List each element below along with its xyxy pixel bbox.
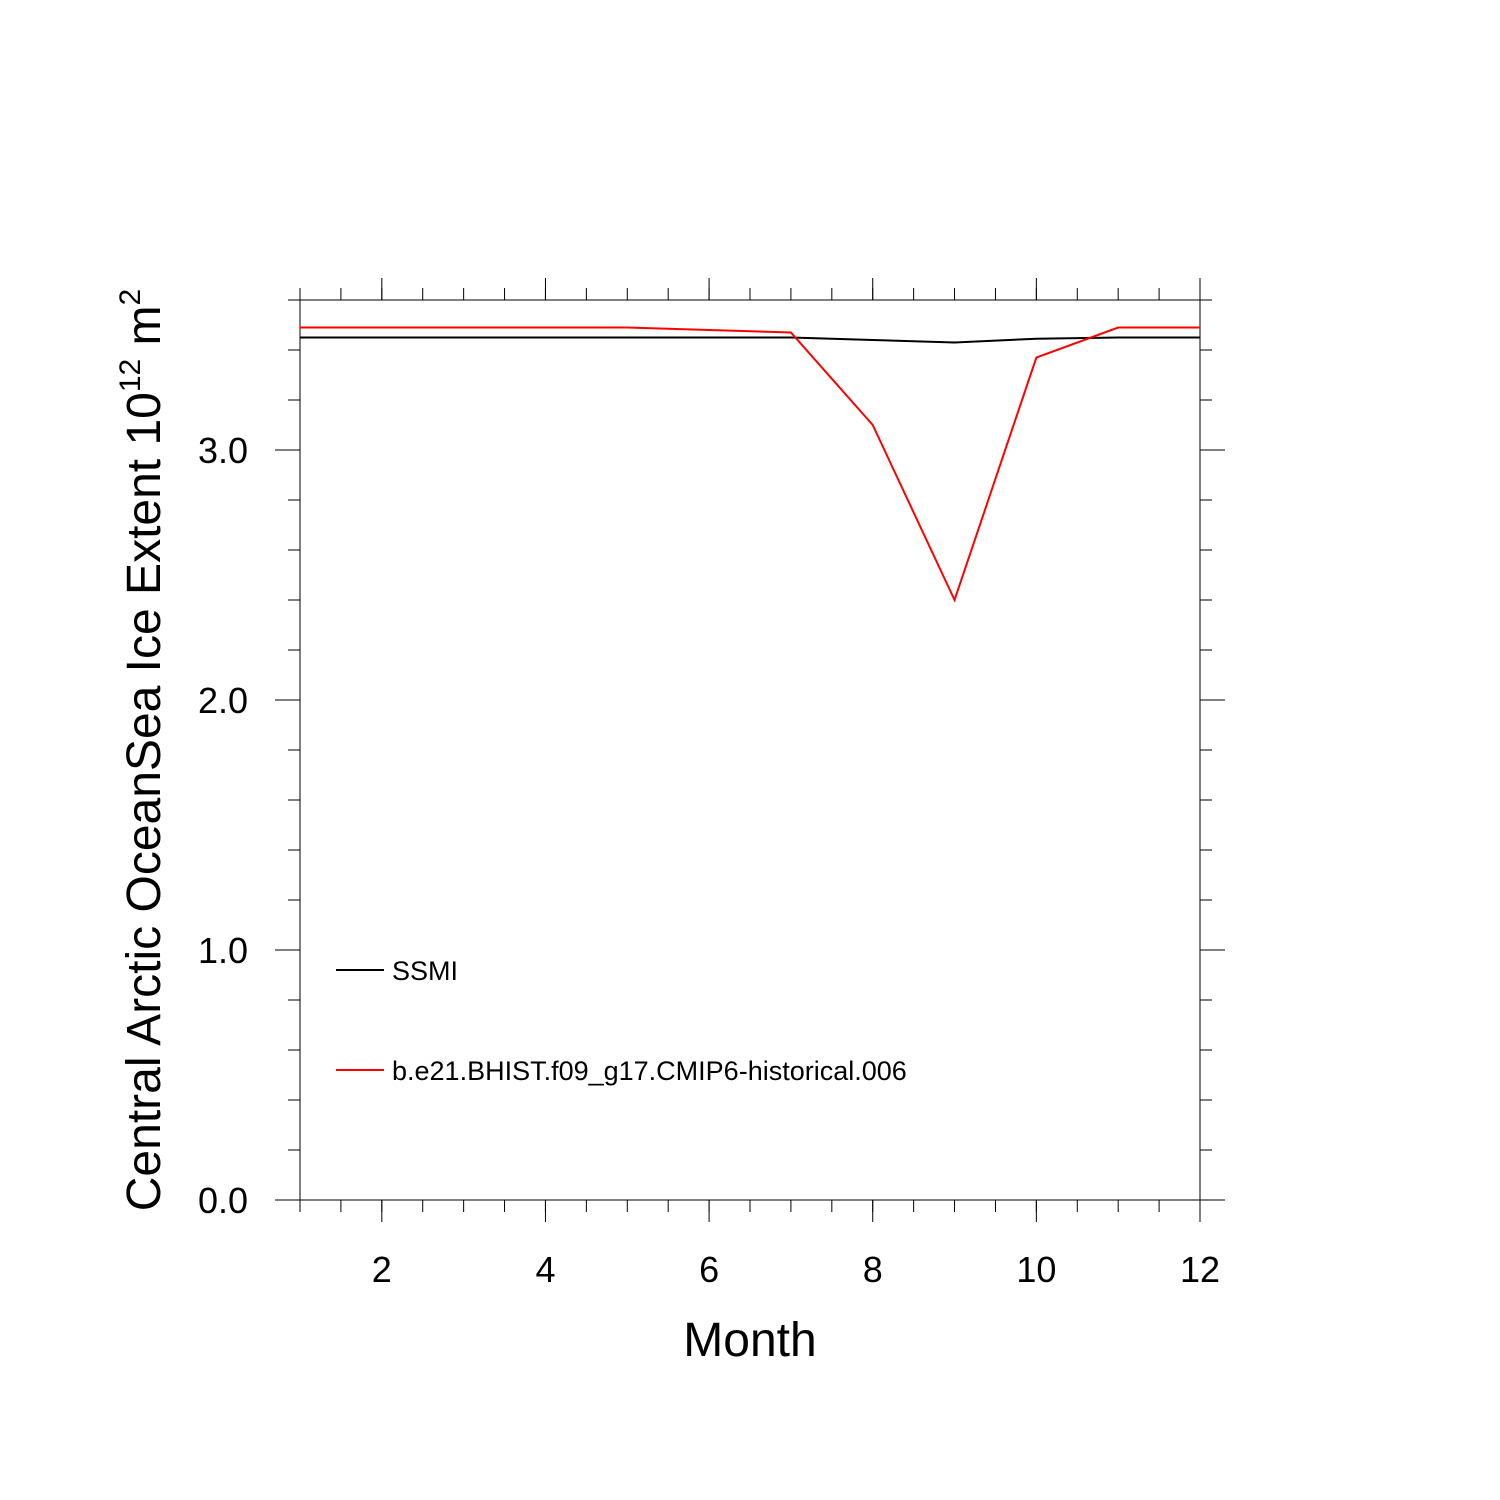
x-tick-label: 4 [535, 1249, 555, 1290]
x-tick-label: 8 [863, 1249, 883, 1290]
y-axis-title-exponent: 12 [114, 359, 147, 392]
y-axis-title: Central Arctic OceanSea Ice Extent 1012 … [114, 289, 171, 1211]
y-tick-label: 3.0 [198, 430, 248, 471]
x-tick-labels: 2 4 6 8 10 12 [372, 1249, 1220, 1290]
x-tick-label: 10 [1016, 1249, 1056, 1290]
y-axis-title-unit-exponent: 2 [114, 289, 147, 306]
legend-item-ssmi: SSMI [336, 956, 458, 986]
y-tick-label: 2.0 [198, 680, 248, 721]
x-tick-label: 12 [1180, 1249, 1220, 1290]
y-tick-labels: 0.0 1.0 2.0 3.0 [198, 430, 248, 1221]
legend: SSMI b.e21.BHIST.f09_g17.CMIP6-historica… [336, 956, 907, 1086]
y-axis-title-main: Central Arctic OceanSea Ice Extent 10 [118, 392, 171, 1211]
x-tick-label: 6 [699, 1249, 719, 1290]
y-axis-title-unit: m [118, 305, 171, 345]
legend-label-cmip6: b.e21.BHIST.f09_g17.CMIP6-historical.006 [392, 1056, 907, 1086]
y-axis-title-space [118, 345, 171, 358]
legend-label-ssmi: SSMI [392, 956, 458, 986]
legend-item-cmip6: b.e21.BHIST.f09_g17.CMIP6-historical.006 [336, 1056, 907, 1086]
y-tick-label: 0.0 [198, 1180, 248, 1221]
axis-ticks [275, 278, 1225, 1222]
series-line-ssmi [300, 336, 1200, 344]
x-tick-label: 2 [372, 1249, 392, 1290]
series-line-cmip6 [300, 326, 1200, 603]
series-lines [300, 326, 1200, 603]
x-axis-title: Month [683, 1314, 816, 1367]
y-tick-label: 1.0 [198, 930, 248, 971]
